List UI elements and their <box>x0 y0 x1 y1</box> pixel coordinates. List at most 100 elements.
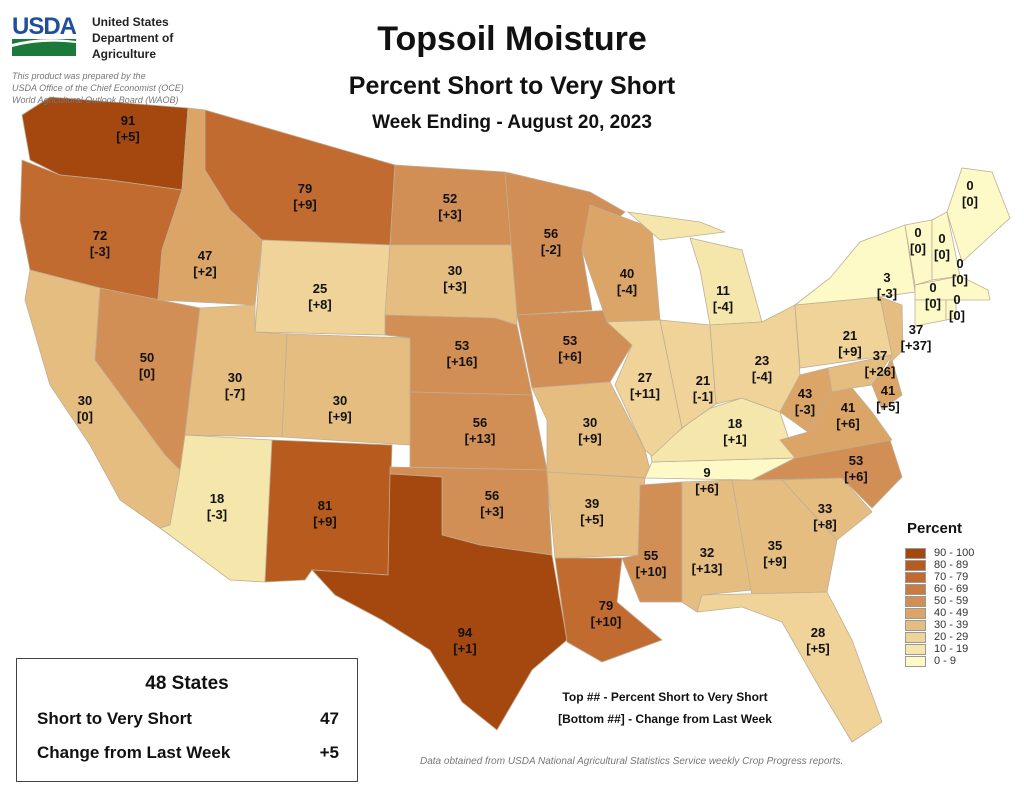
prepared-by-note: This product was prepared by the USDA Of… <box>12 70 184 106</box>
source-note: Data obtained from USDA National Agricul… <box>420 756 844 767</box>
legend-label: 0 - 9 <box>934 655 957 667</box>
agency-line: United States <box>92 15 169 29</box>
legend-swatch <box>905 595 926 607</box>
legend-item: 0 - 9 <box>895 655 974 667</box>
state-change-label: [-4] <box>617 282 637 297</box>
legend-swatch <box>905 583 926 595</box>
summary-value: +5 <box>319 743 339 762</box>
key-top: Top ## - Percent Short to Very Short <box>562 690 768 704</box>
state-change-label: [0] <box>139 366 155 381</box>
state-change-label: [-7] <box>225 386 245 401</box>
state-value-label: 72 <box>93 228 107 243</box>
state-value-label: 28 <box>811 625 825 640</box>
state-value-label: 0 <box>929 280 936 295</box>
state-value-label: 0 <box>938 231 945 246</box>
legend-swatch <box>905 631 926 643</box>
state-change-label: [+3] <box>443 279 466 294</box>
summary-title: 48 States <box>145 673 229 694</box>
state-ma <box>914 275 991 301</box>
state-change-label: [-2] <box>541 242 561 257</box>
state-value-label: 32 <box>700 545 714 560</box>
state-fl <box>696 591 883 743</box>
state-value-label: 94 <box>458 625 473 640</box>
state-change-label: [+3] <box>438 207 461 222</box>
state-value-label: 56 <box>544 226 558 241</box>
state-change-label: [+26] <box>865 364 896 379</box>
state-ia <box>516 309 633 389</box>
legend-item: 40 - 49 <box>895 607 974 619</box>
state-mi <box>626 211 726 241</box>
state-value-label: 9 <box>703 465 710 480</box>
state-change-label: [+9] <box>838 344 861 359</box>
state-value-label: 25 <box>313 281 327 296</box>
state-value-label: 53 <box>455 338 469 353</box>
state-change-label: [+9] <box>313 514 336 529</box>
legend-label: 30 - 39 <box>934 619 969 631</box>
legend-item: 70 - 79 <box>895 571 974 583</box>
legend-item: 20 - 29 <box>895 631 974 643</box>
state-value-label: 79 <box>599 598 613 613</box>
legend-label: 10 - 19 <box>934 643 969 655</box>
state-change-label: [0] <box>952 272 968 287</box>
state-change-label: [+9] <box>578 431 601 446</box>
state-change-label: [+9] <box>293 197 316 212</box>
legend-item: 80 - 89 <box>895 559 974 571</box>
state-value-label: 81 <box>318 498 332 513</box>
state-change-label: [0] <box>962 194 978 209</box>
legend-swatch <box>905 619 926 631</box>
state-change-label: [+8] <box>813 517 836 532</box>
state-change-label: [+37] <box>901 338 932 353</box>
state-value-label: 41 <box>841 400 855 415</box>
key-bottom: [Bottom ##] - Change from Last Week <box>558 712 772 726</box>
state-md <box>827 354 893 393</box>
state-me <box>946 167 1011 263</box>
note-line: World Agricultural Outlook Board (WAOB) <box>12 95 179 105</box>
summary-label: Change from Last Week <box>37 743 231 762</box>
state-change-label: [+9] <box>763 554 786 569</box>
state-value-label: 0 <box>956 256 963 271</box>
legend: Percent 90 - 100 80 - 89 70 - 79 60 - 69 50 … <box>895 520 974 667</box>
state-change-label: [+5] <box>806 641 829 656</box>
state-change-label: [+6] <box>558 349 581 364</box>
state-change-label: [-3] <box>90 244 110 259</box>
agency-line: Agriculture <box>92 47 157 61</box>
state-change-label: [+5] <box>876 399 899 414</box>
state-change-label: [+3] <box>480 504 503 519</box>
state-change-label: [+5] <box>116 129 139 144</box>
legend-swatch <box>905 643 926 655</box>
state-change-label: [+5] <box>580 512 603 527</box>
note-line: USDA Office of the Chief Economist (OCE) <box>12 83 184 93</box>
state-value-label: 11 <box>716 283 730 298</box>
state-value-label: 30 <box>583 415 597 430</box>
state-value-label: 55 <box>644 548 658 563</box>
summary-value: 47 <box>320 709 339 728</box>
state-value-label: 40 <box>620 266 634 281</box>
state-change-label: [-3] <box>207 507 227 522</box>
state-de <box>871 359 903 411</box>
state-value-label: 37 <box>909 322 923 337</box>
state-change-label: [0] <box>934 247 950 262</box>
state-value-label: 39 <box>585 496 599 511</box>
state-change-label: [+6] <box>844 469 867 484</box>
state-change-label: [-4] <box>713 299 733 314</box>
state-change-label: [0] <box>925 296 941 311</box>
legend-label: 50 - 59 <box>934 595 969 607</box>
state-value-label: 47 <box>198 248 212 263</box>
state-change-label: [+2] <box>193 264 216 279</box>
legend-title: Percent <box>907 520 963 537</box>
state-change-label: [+10] <box>591 614 622 629</box>
state-value-label: 37 <box>873 348 887 363</box>
legend-item: 50 - 59 <box>895 595 974 607</box>
state-change-label: [+6] <box>836 416 859 431</box>
state-value-label: 18 <box>728 416 742 431</box>
state-change-label: [+1] <box>723 432 746 447</box>
state-change-label: [0] <box>949 308 965 323</box>
state-change-label: [0] <box>77 409 93 424</box>
state-change-label: [+11] <box>630 386 660 401</box>
state-change-label: [+6] <box>695 481 718 496</box>
state-value-label: 3 <box>883 270 890 285</box>
state-value-label: 0 <box>914 225 921 240</box>
state-value-label: 53 <box>563 333 577 348</box>
summary-box: 48 States Short to Very Short 47 Change f… <box>16 658 358 782</box>
